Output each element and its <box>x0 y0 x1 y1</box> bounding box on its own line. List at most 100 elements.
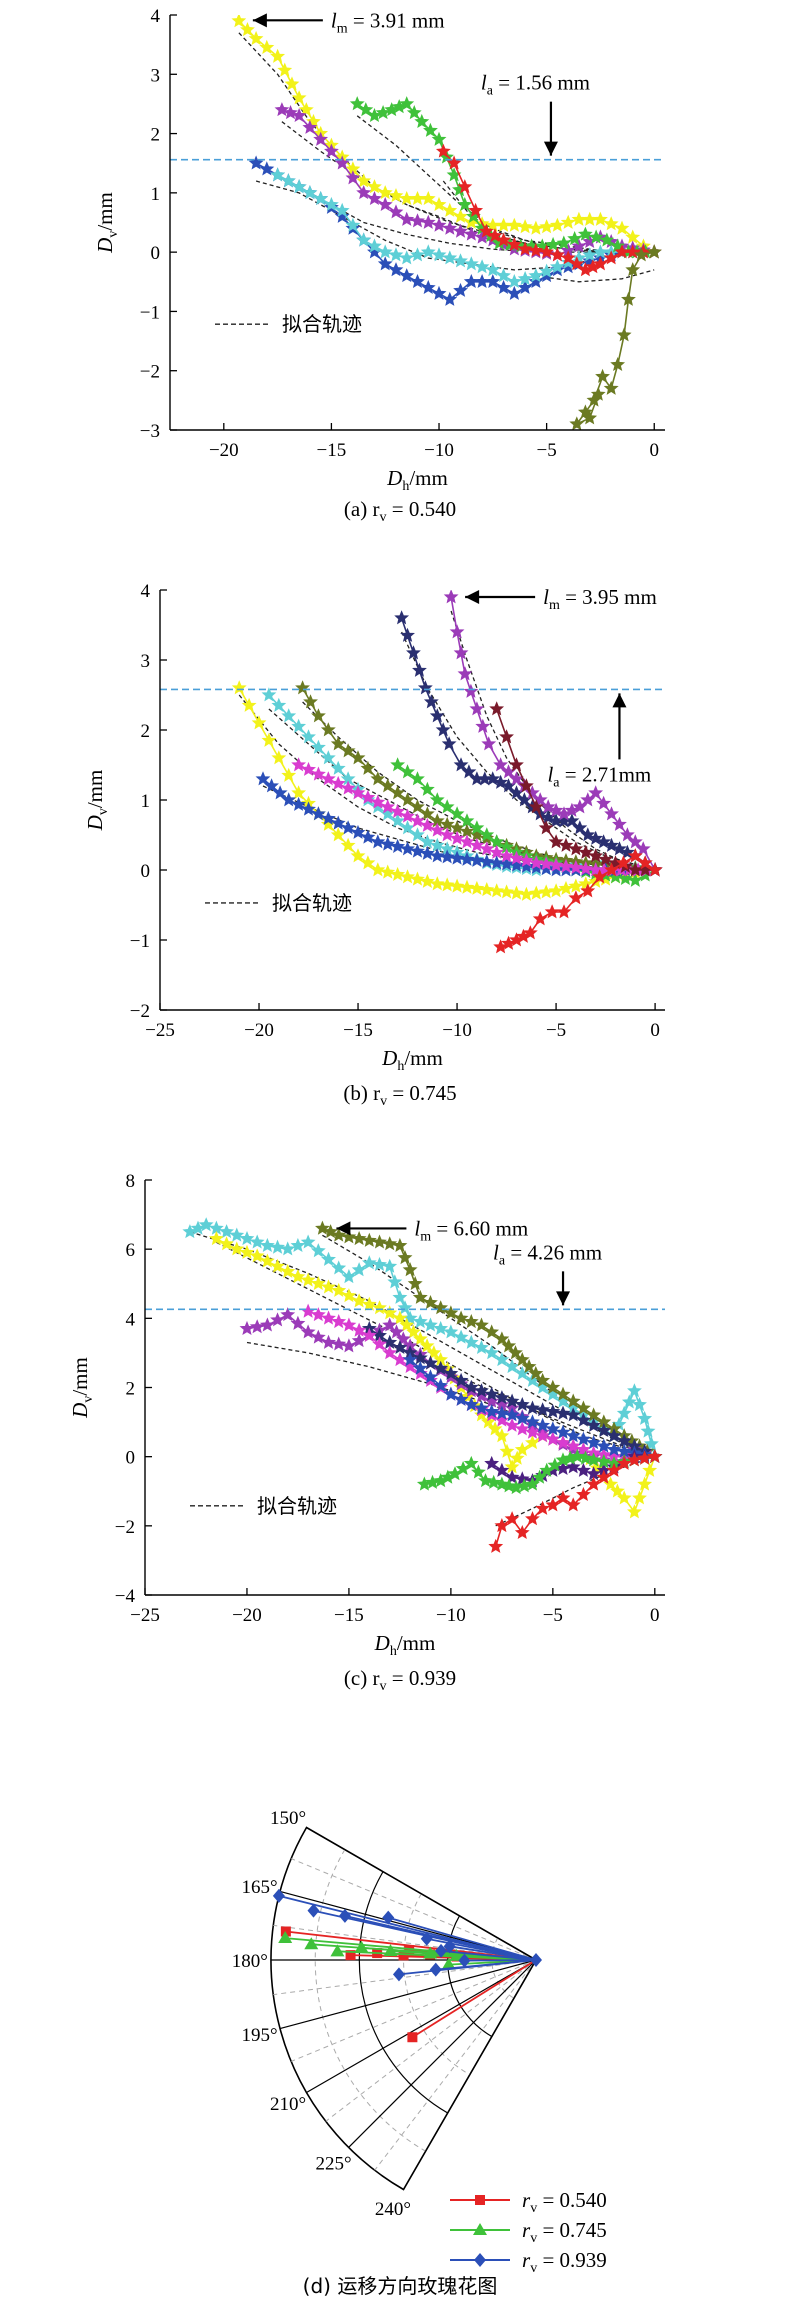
data-point <box>274 102 290 117</box>
data-point <box>565 1428 581 1443</box>
data-point <box>509 850 524 865</box>
rose-spoke <box>402 1959 537 2190</box>
data-point <box>586 1417 602 1432</box>
rose-legend-label: rv = 0.540 <box>522 2188 607 2216</box>
rose-marker <box>304 1937 319 1950</box>
data-point <box>270 48 286 63</box>
data-point <box>280 1241 296 1256</box>
data-point <box>453 1391 469 1406</box>
angle-label: 240° <box>375 2199 411 2220</box>
data-point <box>504 1417 520 1432</box>
data-point <box>442 291 458 306</box>
data-point <box>576 1486 591 1502</box>
data-point <box>567 231 583 246</box>
x-tick-label: −25 <box>130 1605 160 1626</box>
data-point <box>625 262 641 277</box>
data-point <box>429 792 445 807</box>
data-point <box>380 778 396 793</box>
data-point <box>433 1300 449 1315</box>
data-point <box>514 1421 530 1436</box>
data-point <box>521 1359 537 1374</box>
data-point <box>514 1525 530 1540</box>
data-point <box>340 743 356 758</box>
data-point <box>453 1329 469 1344</box>
y-tick-label: −1 <box>140 302 160 323</box>
rose-spoke <box>306 1826 537 1961</box>
data-point <box>528 799 544 814</box>
data-point <box>270 167 286 182</box>
y-tick-label: 4 <box>141 581 151 602</box>
data-point <box>616 327 632 342</box>
data-point <box>509 857 524 872</box>
data-point <box>517 271 533 286</box>
data-point <box>459 879 475 894</box>
data-point <box>412 1331 428 1346</box>
angle-label: 180° <box>232 1951 268 1972</box>
data-point <box>494 1390 510 1405</box>
data-point <box>334 155 350 170</box>
data-point <box>596 1454 612 1469</box>
data-point <box>399 268 415 283</box>
data-point <box>380 836 396 851</box>
data-point <box>331 1314 347 1329</box>
x-axis-label-sub: h <box>402 479 409 494</box>
lm-annotation-main: l <box>331 8 337 32</box>
data-point <box>388 204 404 219</box>
angle-label: 150° <box>270 1808 306 1829</box>
data-point <box>449 850 465 865</box>
data-point <box>453 1372 469 1387</box>
data-point <box>548 883 564 898</box>
data-point <box>616 1405 632 1420</box>
x-tick-label: −15 <box>334 1605 364 1626</box>
data-point <box>539 263 555 278</box>
data-point <box>382 1305 398 1320</box>
data-point <box>459 851 475 866</box>
data-point <box>270 1258 285 1273</box>
data-point <box>419 781 435 796</box>
data-point <box>556 235 572 250</box>
la-annotation: la = 4.26 mm <box>493 1240 602 1268</box>
data-point <box>417 680 433 695</box>
data-point <box>330 815 346 830</box>
data-point <box>463 1455 479 1470</box>
plot-area <box>231 590 663 954</box>
data-point <box>525 1414 540 1429</box>
data-point <box>528 274 544 289</box>
x-tick-label: −5 <box>546 1020 566 1041</box>
data-point <box>341 1338 357 1353</box>
series-0 <box>231 15 662 259</box>
series-2 <box>315 1220 663 1463</box>
panel-caption: (b) rv = 0.745 <box>343 1081 456 1109</box>
data-point <box>372 1300 387 1315</box>
data-point <box>360 760 376 775</box>
data-point <box>469 701 485 716</box>
data-point <box>616 1490 632 1505</box>
la-annotation-sub: a <box>499 1253 506 1268</box>
data-point <box>494 1462 510 1477</box>
data-point <box>361 1327 377 1342</box>
rose-marker <box>449 1948 464 1961</box>
data-point <box>370 862 386 877</box>
data-point <box>410 871 425 886</box>
data-point <box>390 785 406 800</box>
data-point <box>538 856 554 871</box>
rose-marker <box>458 1953 471 1968</box>
rose-marker <box>354 1940 369 1953</box>
data-point <box>277 62 293 77</box>
data-point <box>251 715 267 730</box>
data-point <box>599 232 615 247</box>
data-point <box>471 1464 486 1479</box>
data-point <box>480 1414 496 1429</box>
data-point <box>301 801 316 816</box>
data-point <box>586 1452 602 1467</box>
data-point <box>545 1403 561 1419</box>
data-point <box>598 851 613 866</box>
data-point <box>439 799 455 814</box>
data-point <box>321 1251 336 1266</box>
data-point <box>568 859 584 874</box>
y-tick-label: 3 <box>141 651 151 672</box>
panel-caption-main: (b) r <box>343 1081 380 1105</box>
data-point <box>501 1338 517 1353</box>
rose-legend-marker <box>473 2223 487 2235</box>
y-axis-label: Dv/mm <box>68 1357 96 1419</box>
